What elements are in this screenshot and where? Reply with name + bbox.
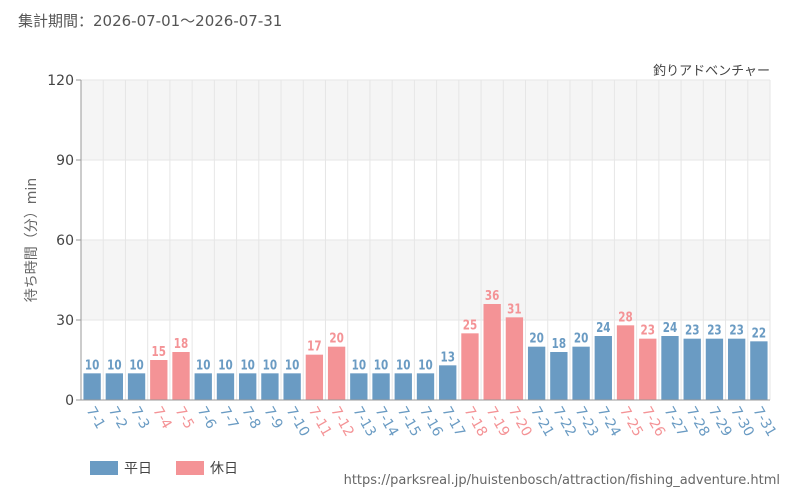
bar — [550, 352, 568, 400]
data-label: 10 — [374, 357, 388, 372]
bar — [483, 304, 501, 400]
bar — [416, 373, 435, 400]
data-label: 13 — [440, 349, 454, 364]
x-tick-label: 7-6 — [194, 404, 219, 432]
data-label: 10 — [285, 357, 299, 372]
data-label: 24 — [663, 320, 677, 335]
bar — [283, 373, 301, 400]
bar — [305, 354, 324, 400]
data-label: 31 — [507, 301, 521, 316]
data-label: 28 — [618, 309, 632, 324]
legend-swatch-holiday — [176, 461, 204, 475]
bar — [661, 336, 679, 400]
y-tick-label: 0 — [65, 393, 74, 409]
x-tick-label: 7-7 — [216, 404, 241, 432]
source-url: https://parksreal.jp/huistenbosch/attrac… — [343, 473, 780, 488]
bar — [505, 317, 524, 400]
plot-band — [81, 80, 770, 160]
y-tick-label: 60 — [56, 233, 74, 249]
bar — [105, 373, 124, 400]
bar — [127, 373, 146, 400]
data-label: 20 — [529, 331, 543, 346]
x-tick-label: 7-31 — [749, 404, 779, 440]
x-tick-label: 7-3 — [127, 404, 152, 432]
bar — [394, 373, 412, 400]
chart-title: 釣りアドベンチャー — [653, 63, 770, 79]
y-axis-label: 待ち時間（分）min — [24, 178, 40, 302]
bar — [150, 360, 168, 400]
data-label: 10 — [107, 357, 121, 372]
legend-swatch-weekday — [90, 461, 118, 475]
y-tick-label: 90 — [56, 153, 74, 169]
x-tick-label: 7-8 — [238, 404, 263, 432]
bar — [750, 341, 768, 400]
x-tick-label: 7-1 — [83, 404, 108, 432]
legend: 平日 休日 — [90, 458, 262, 478]
bar — [239, 373, 257, 400]
bar — [261, 373, 279, 400]
data-label: 10 — [418, 357, 432, 372]
data-label: 15 — [152, 344, 166, 359]
data-label: 10 — [263, 357, 277, 372]
legend-item-holiday: 休日 — [176, 458, 238, 478]
data-label: 20 — [574, 331, 588, 346]
legend-label-holiday: 休日 — [210, 461, 238, 477]
bar — [705, 338, 724, 400]
data-labels: 10 10 10 15 18 10 10 10 10 10 17 20 10 10 10 10 13 25 36 31… — [85, 288, 766, 373]
bar — [683, 338, 701, 400]
data-label: 20 — [329, 331, 343, 346]
data-label: 10 — [218, 357, 232, 372]
bar — [527, 346, 546, 400]
data-label: 36 — [485, 288, 499, 303]
data-label: 10 — [352, 357, 366, 372]
data-label: 18 — [552, 336, 566, 351]
data-label: 10 — [196, 357, 210, 372]
data-label: 10 — [85, 357, 99, 372]
data-label: 23 — [685, 323, 699, 338]
y-tick-label: 30 — [56, 313, 74, 329]
data-label: 18 — [174, 336, 188, 351]
bar — [83, 373, 101, 400]
bar — [172, 352, 190, 400]
period-label: 集計期間：2026-07-01～2026-07-31 — [18, 12, 283, 30]
bar — [616, 325, 635, 400]
x-tick-label: 7-5 — [172, 404, 197, 432]
data-label: 10 — [129, 357, 143, 372]
data-label: 10 — [396, 357, 410, 372]
data-label: 23 — [641, 323, 655, 338]
x-tick-label: 7-4 — [149, 404, 174, 432]
data-label: 10 — [240, 357, 254, 372]
bar — [216, 373, 235, 400]
bar — [194, 373, 212, 400]
data-label: 25 — [463, 317, 477, 332]
data-label: 23 — [707, 323, 721, 338]
bar — [639, 338, 657, 400]
legend-label-weekday: 平日 — [124, 461, 152, 477]
bar — [327, 346, 346, 400]
plot-band — [81, 240, 770, 320]
bar — [372, 373, 390, 400]
y-tick-label: 120 — [47, 73, 74, 89]
data-label: 24 — [596, 320, 610, 335]
x-tick-label: 7-2 — [105, 404, 130, 432]
bars — [83, 304, 768, 400]
legend-item-weekday: 平日 — [90, 458, 152, 478]
bar — [350, 373, 368, 400]
data-label: 23 — [729, 323, 743, 338]
plot-band — [81, 160, 770, 240]
bar — [594, 336, 612, 400]
data-label: 22 — [752, 325, 766, 340]
bar — [727, 338, 746, 400]
bar — [439, 365, 457, 400]
x-tick-label: 7-9 — [260, 404, 285, 432]
bar — [572, 346, 590, 400]
bar — [461, 333, 479, 400]
data-label: 17 — [307, 339, 321, 354]
